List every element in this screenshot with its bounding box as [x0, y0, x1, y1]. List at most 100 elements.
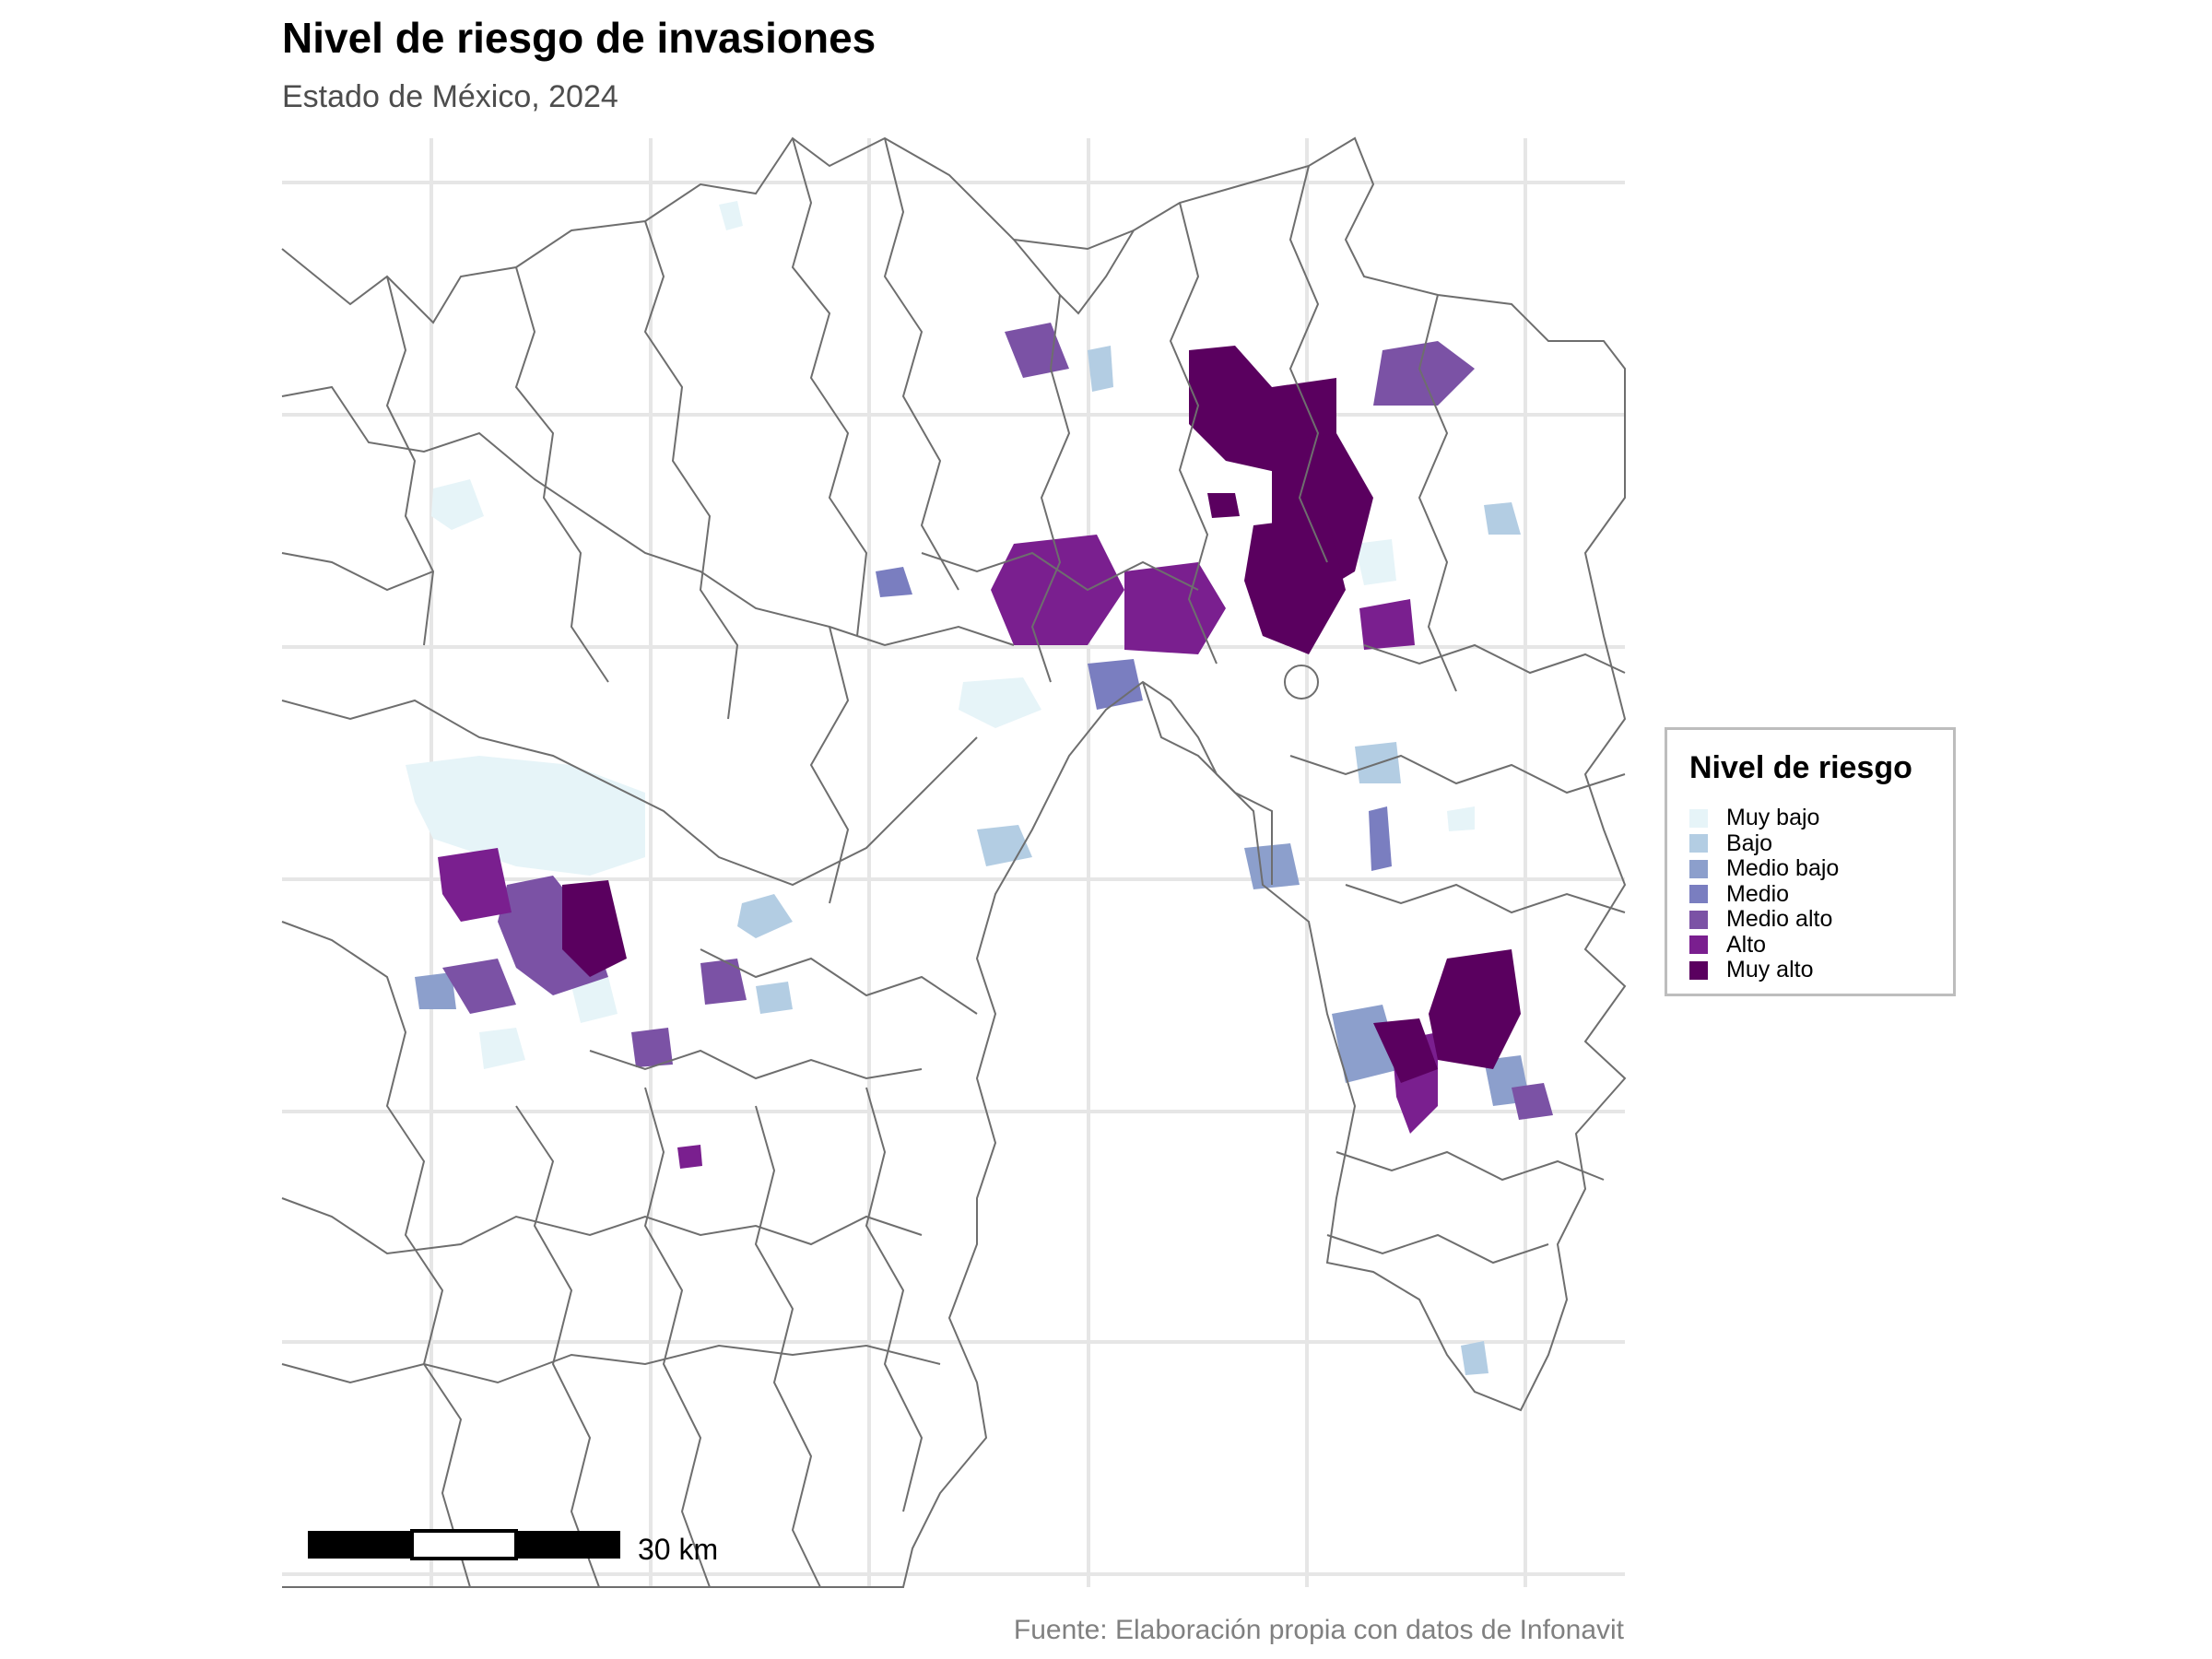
risk-area-muy-alto — [1373, 1018, 1438, 1083]
municipality-border — [643, 1087, 711, 1588]
municipality-border — [589, 1049, 923, 1080]
region-outline — [281, 136, 1627, 1588]
risk-area-muy-bajo — [1447, 806, 1475, 831]
risk-area-medio-alto — [1512, 1083, 1553, 1120]
legend-title: Nivel de riesgo — [1689, 750, 1912, 785]
municipality-border — [1363, 643, 1626, 675]
legend-item: Alto — [1689, 931, 1839, 959]
municipality-border — [1030, 294, 1071, 683]
municipality-border — [865, 1087, 924, 1512]
legend-label: Muy alto — [1726, 957, 1814, 983]
risk-area-bajo — [1461, 1341, 1488, 1375]
risk-area-muy-bajo — [479, 1028, 525, 1069]
scale-bar-segment — [516, 1531, 620, 1559]
risk-area-bajo — [756, 982, 793, 1014]
municipality-border — [281, 699, 978, 887]
legend-item: Muy bajo — [1689, 806, 1839, 831]
legend-label: Medio alto — [1726, 906, 1833, 933]
municipality-border — [515, 1105, 600, 1588]
risk-area-medio-alto — [700, 959, 747, 1005]
risk-area-muy-alto — [1207, 493, 1240, 518]
municipality-border — [281, 921, 471, 1588]
municipality-borders — [281, 136, 1627, 1588]
risk-area-alto — [438, 848, 512, 922]
legend-item: Bajo — [1689, 830, 1839, 857]
risk-area-medio-alto — [1373, 341, 1475, 406]
municipality-border — [514, 266, 609, 683]
risk-areas — [406, 201, 1553, 1375]
legend: Nivel de riesgo Muy bajo Bajo Medio bajo Me… — [1665, 727, 1956, 996]
municipality-border — [1335, 1150, 1605, 1182]
scale-bar — [308, 1529, 620, 1560]
risk-area-muy-alto — [562, 880, 627, 977]
risk-area-muy-alto — [1244, 516, 1346, 654]
legend-label: Bajo — [1726, 830, 1773, 856]
risk-area-muy-bajo — [571, 977, 618, 1023]
risk-area-muy-bajo — [1355, 539, 1396, 585]
legend-label: Medio — [1726, 880, 1790, 907]
map-title: Nivel de riesgo de invasiones — [282, 14, 877, 62]
risk-area-medio-alto — [442, 959, 516, 1014]
municipality-border — [1013, 229, 1135, 251]
risk-area-medio — [1088, 659, 1143, 710]
legend-swatch — [1689, 910, 1708, 929]
municipality-border — [385, 276, 435, 646]
municipality-border — [700, 948, 978, 1015]
legend-label: Muy bajo — [1726, 805, 1820, 831]
legend-label: Medio bajo — [1726, 855, 1840, 882]
map-subtitle: Estado de México, 2024 — [282, 79, 618, 114]
legend-swatch — [1689, 935, 1708, 955]
municipality-border — [281, 1344, 941, 1384]
risk-area-medio — [1369, 806, 1392, 871]
municipality-border — [1326, 1233, 1549, 1265]
legend-swatch — [1689, 859, 1708, 878]
legend-item: Medio — [1689, 880, 1839, 908]
graticule — [282, 138, 1625, 1587]
municipality-border — [1142, 681, 1273, 885]
scale-bar-segment — [410, 1529, 518, 1560]
legend-label: Alto — [1726, 931, 1767, 958]
risk-area-bajo — [1088, 346, 1113, 392]
risk-area-muy-alto — [1429, 949, 1521, 1069]
municipality-border — [643, 220, 739, 720]
legend-item: Muy alto — [1689, 958, 1839, 983]
risk-area-medio-alto — [1005, 323, 1069, 378]
municipality-border — [809, 626, 850, 904]
legend-swatch — [1689, 885, 1708, 904]
legend-swatch — [1689, 834, 1708, 853]
municipality-border — [1288, 165, 1328, 563]
scale-bar-segment — [308, 1531, 412, 1559]
municipality-border — [281, 1197, 923, 1255]
municipality-border — [791, 137, 868, 637]
risk-area-muy-bajo — [719, 201, 743, 230]
risk-area-muy-bajo — [959, 677, 1041, 728]
risk-area-alto — [991, 535, 1124, 645]
legend-list: Muy bajo Bajo Medio bajo Medio Medio alto Alt… — [1689, 806, 1839, 983]
scale-bar-label: 30 km — [638, 1533, 719, 1566]
risk-area-medio-bajo — [415, 972, 456, 1009]
risk-area-muy-bajo — [406, 756, 645, 876]
municipality-border — [754, 1105, 821, 1588]
legend-item: Medio alto — [1689, 907, 1839, 933]
risk-area-muy-bajo — [431, 479, 484, 530]
municipality-border — [1284, 665, 1319, 700]
municipality-border — [1418, 294, 1457, 692]
municipality-border — [1169, 202, 1218, 665]
municipality-border — [921, 551, 1199, 592]
municipality-border — [1345, 883, 1626, 914]
municipality-border — [281, 552, 434, 592]
legend-swatch — [1689, 960, 1708, 980]
municipality-border — [883, 137, 959, 591]
source-caption: Fuente: Elaboración propia con datos de … — [1013, 1615, 1624, 1645]
risk-area-alto — [1359, 599, 1415, 650]
risk-area-bajo — [977, 825, 1032, 866]
risk-area-alto — [677, 1145, 702, 1169]
risk-area-bajo — [1484, 502, 1521, 535]
legend-item: Medio bajo — [1689, 856, 1839, 882]
risk-area-medio-alto — [631, 1028, 673, 1067]
risk-area-bajo — [737, 894, 793, 938]
risk-area-alto — [1124, 562, 1226, 654]
municipality-border — [281, 385, 1015, 647]
legend-swatch — [1689, 808, 1708, 828]
